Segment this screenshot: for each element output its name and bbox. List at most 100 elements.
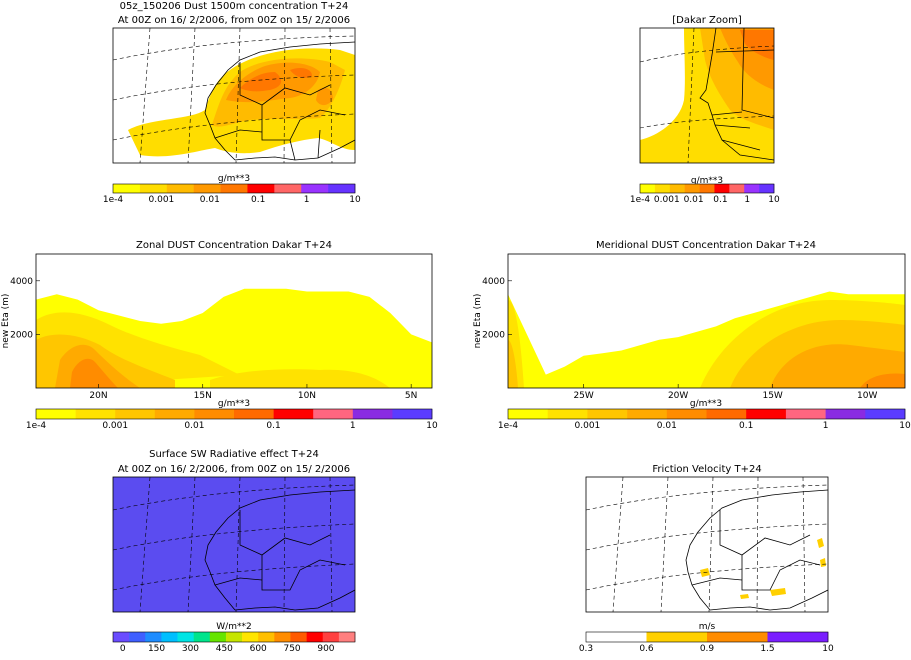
friction-colorbar-swatch — [767, 632, 829, 642]
radiative-colorbar-swatch — [177, 632, 194, 642]
radiative-colorbar-tick-label: 150 — [148, 644, 165, 654]
dakar-zoom-colorbar-swatch — [744, 184, 760, 193]
meridional-axes: 2000 4000 25W 20W 15W 10W — [482, 277, 877, 401]
radiative-colorbar-tick-label: 600 — [250, 644, 267, 654]
meridional-colorbar-unit: g/m**3 — [690, 399, 722, 409]
friction-colorbar-tick-label: 0.9 — [700, 644, 715, 654]
meridional-colorbar-swatch — [865, 409, 906, 419]
radiative-colorbar-swatch — [322, 632, 340, 642]
zonal-axes: 2000 4000 20N 15N 10N 5N — [10, 277, 417, 401]
zonal-colorbar-swatch — [352, 409, 393, 419]
meridional-colorbar-swatch — [706, 409, 747, 419]
zonal-colorbar-swatch — [313, 409, 354, 419]
zonal-ylabel: new Eta (m) — [1, 294, 11, 349]
friction-colorbar-border — [585, 631, 829, 643]
zonal-colorbar-swatch — [194, 409, 235, 419]
dakar-zoom-colorbar-tick-label: 10 — [768, 195, 780, 205]
friction-graticule — [586, 477, 828, 612]
dust-map-colorbar-tick-label: 10 — [349, 195, 361, 205]
meridional-colorbar-swatch — [825, 409, 866, 419]
zonal-xtick-label: 15N — [194, 391, 212, 401]
radiative-subtitle: At 00Z on 16/ 2/2006, from 00Z on 15/ 2/… — [118, 464, 350, 475]
dakar-zoom-colorbar-tick-label: 1e-4 — [630, 195, 651, 205]
friction-colorbar-tick-label: 0.3 — [579, 644, 593, 654]
friction-title: Friction Velocity T+24 — [652, 464, 761, 475]
dakar-zoom-colorbar-swatch — [640, 184, 656, 193]
radiative-colorbar-swatch — [306, 632, 324, 642]
zonal-colorbar-swatch — [392, 409, 433, 419]
friction-colorbar-tick-label: 10 — [822, 644, 834, 654]
meridional-title: Meridional DUST Concentration Dakar T+24 — [596, 240, 816, 251]
dust-map-colorbar-swatch — [328, 184, 356, 193]
radiative-colorbar-swatch — [338, 632, 356, 642]
dust-map-colorbar-unit: g/m**3 — [218, 174, 250, 184]
radiative-coastlines — [204, 489, 355, 611]
meridional-ytick-label: 4000 — [482, 277, 505, 287]
meridional-ytick-label: 2000 — [482, 330, 505, 340]
zonal-xtick-label: 5N — [405, 391, 417, 401]
radiative-colorbar-tick-label: 450 — [216, 644, 233, 654]
dust-map-panel: 05z_150206 Dust 1500m concentration T+24… — [103, 1, 361, 205]
coastlines — [204, 41, 355, 161]
dust-map-colorbar-tick-label: 1e-4 — [103, 195, 124, 205]
meridional-xtick-label: 20W — [668, 391, 688, 401]
radiative-colorbar-tick-label: 0 — [120, 644, 126, 654]
meridional-colorbar-tick-label: 1e-4 — [498, 421, 519, 431]
dakar-zoom-colorbar-swatch — [684, 184, 700, 193]
dust-map-colorbar-swatch — [301, 184, 329, 193]
meridional-colorbar-swatch — [587, 409, 628, 419]
radiative-panel: Surface SW Radiative effect T+24 At 00Z … — [112, 449, 356, 654]
dust-map-colorbar-tick-label: 0.1 — [251, 195, 265, 205]
zonal-xtick-label: 20N — [89, 391, 107, 401]
meridional-ylabel: new Eta (m) — [473, 294, 483, 349]
meridional-xtick-label: 15W — [762, 391, 782, 401]
dakar-dust-field — [640, 28, 774, 163]
graticule — [113, 28, 355, 163]
dust-map-colorbar-tick-label: 0.001 — [149, 195, 175, 205]
zonal-colorbar-tick-label: 0.1 — [266, 421, 280, 431]
dakar-zoom-colorbar-swatch — [669, 184, 685, 193]
friction-frame — [585, 476, 829, 613]
radiative-colorbar: 0 150 300 450 600 750 900 — [112, 631, 356, 654]
dust-map-frame — [112, 27, 356, 164]
dust-map-colorbar-swatch — [220, 184, 248, 193]
dakar-zoom-colorbar-swatch — [654, 184, 671, 193]
zonal-colorbar-swatch — [75, 409, 116, 419]
radiative-title: Surface SW Radiative effect T+24 — [149, 449, 319, 460]
radiative-graticule — [113, 477, 355, 612]
radiative-colorbar-swatch — [274, 632, 291, 642]
zonal-colorbar: 1e-4 0.001 0.01 0.1 1 10 — [26, 408, 438, 431]
radiative-frame — [112, 476, 356, 613]
radiative-field — [113, 477, 355, 612]
meridional-colorbar-swatch — [746, 409, 787, 419]
friction-colorbar-swatch — [707, 632, 768, 642]
radiative-colorbar-swatch — [242, 632, 259, 642]
meridional-colorbar-swatch — [627, 409, 668, 419]
dakar-zoom-colorbar-tick-label: 0.01 — [684, 195, 704, 205]
zonal-inner-layers — [36, 312, 390, 388]
zonal-frame — [35, 253, 433, 389]
friction-panel: Friction Velocity T+24 — [579, 464, 834, 654]
meridional-xtick-label: 10W — [857, 391, 877, 401]
dakar-zoom-colorbar-tick-label: 0.001 — [654, 195, 680, 205]
dakar-coastlines — [699, 28, 774, 161]
radiative-colorbar-tick-label: 300 — [182, 644, 199, 654]
friction-colorbar: 0.3 0.6 0.9 1.5 10 — [579, 631, 834, 654]
friction-colorbar-tick-label: 0.6 — [639, 644, 654, 654]
dakar-zoom-colorbar-border — [639, 183, 775, 194]
zonal-colorbar-tick-label: 0.01 — [184, 421, 204, 431]
dust-map-colorbar-swatch — [247, 184, 275, 193]
meridional-colorbar-tick-label: 0.1 — [739, 421, 753, 431]
friction-coastlines — [685, 489, 828, 611]
friction-patches — [700, 538, 826, 599]
radiative-colorbar-swatch — [145, 632, 162, 642]
friction-colorbar-tick-label: 1.5 — [760, 644, 774, 654]
dust-map-title: 05z_150206 Dust 1500m concentration T+24 — [120, 1, 349, 12]
dust-map-colorbar-border — [112, 183, 356, 194]
friction-colorbar-unit: m/s — [699, 622, 716, 632]
dust-map-colorbar-swatch — [166, 184, 194, 193]
meridional-xtick-label: 25W — [573, 391, 593, 401]
dust-map-colorbar-swatch — [113, 184, 141, 193]
zonal-xtick-label: 10N — [298, 391, 316, 401]
radiative-colorbar-swatch — [113, 632, 130, 642]
